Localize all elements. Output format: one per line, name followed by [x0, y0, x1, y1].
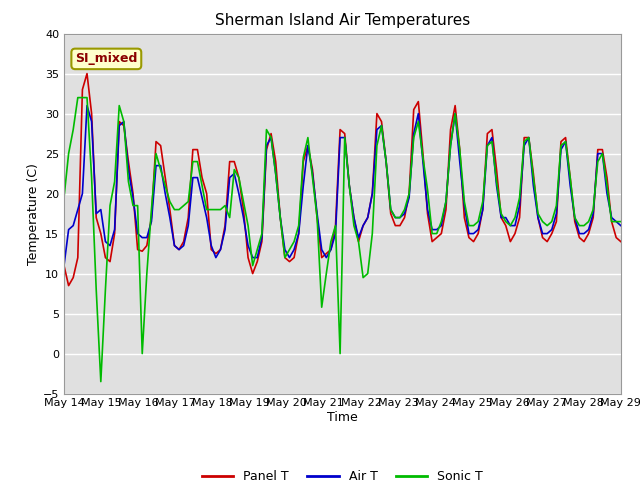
- Sonic T: [585, 219, 593, 225]
- Sonic T: [60, 195, 68, 201]
- Air T: [83, 103, 91, 108]
- Air T: [603, 191, 611, 196]
- Air T: [617, 223, 625, 228]
- Panel T: [373, 111, 381, 117]
- Panel T: [60, 263, 68, 268]
- Panel T: [198, 175, 206, 180]
- Panel T: [585, 231, 593, 237]
- Line: Air T: Air T: [64, 106, 621, 265]
- Line: Panel T: Panel T: [64, 73, 621, 286]
- Air T: [580, 231, 588, 237]
- Y-axis label: Temperature (C): Temperature (C): [27, 163, 40, 264]
- Panel T: [608, 219, 616, 225]
- Sonic T: [249, 263, 257, 268]
- Sonic T: [608, 219, 616, 225]
- Panel T: [65, 283, 72, 288]
- Panel T: [83, 71, 91, 76]
- Sonic T: [198, 183, 206, 189]
- Panel T: [617, 239, 625, 244]
- Sonic T: [424, 187, 431, 192]
- Line: Sonic T: Sonic T: [64, 97, 621, 382]
- Text: SI_mixed: SI_mixed: [75, 52, 138, 65]
- Air T: [60, 263, 68, 268]
- Air T: [194, 175, 202, 180]
- Air T: [369, 191, 376, 196]
- Air T: [419, 159, 427, 165]
- Sonic T: [617, 219, 625, 225]
- Sonic T: [74, 95, 82, 100]
- Air T: [244, 243, 252, 249]
- X-axis label: Time: Time: [327, 411, 358, 424]
- Sonic T: [373, 143, 381, 148]
- Legend: Panel T, Air T, Sonic T: Panel T, Air T, Sonic T: [196, 465, 488, 480]
- Panel T: [249, 271, 257, 276]
- Panel T: [424, 211, 431, 216]
- Title: Sherman Island Air Temperatures: Sherman Island Air Temperatures: [215, 13, 470, 28]
- Sonic T: [97, 379, 105, 384]
